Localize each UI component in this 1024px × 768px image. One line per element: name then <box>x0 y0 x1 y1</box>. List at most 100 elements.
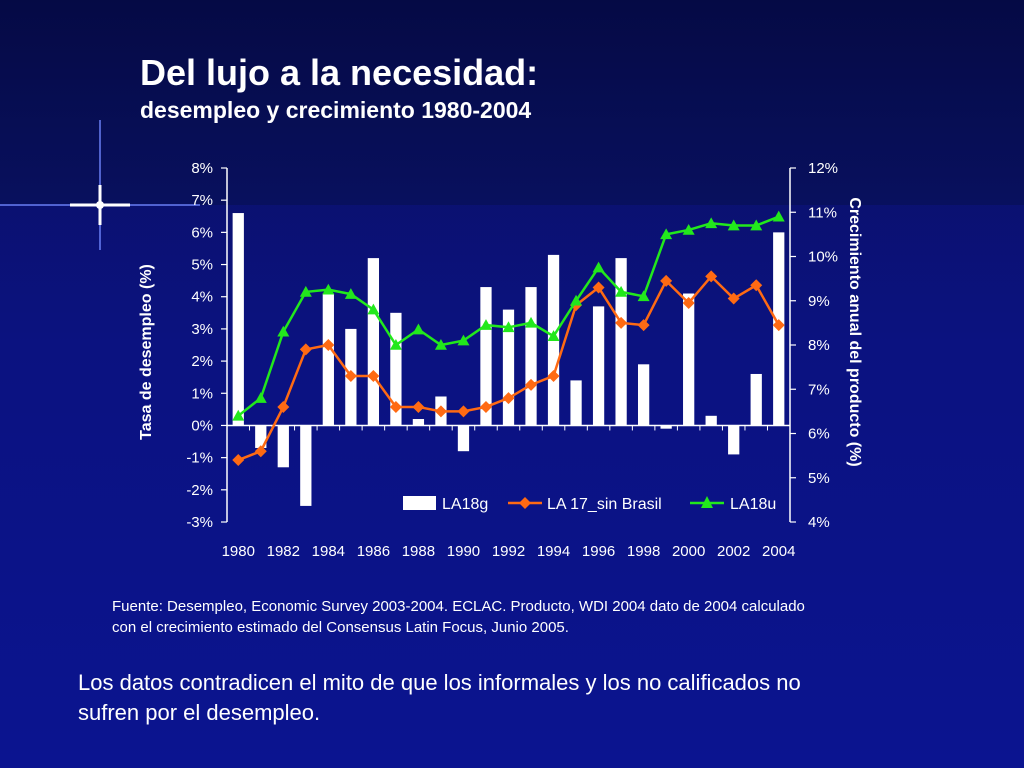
legend-swatch-la18g <box>403 496 436 510</box>
y-right-tick-label: 11% <box>808 204 837 221</box>
bar <box>502 309 515 426</box>
y-right-tick-label: 6% <box>808 426 830 443</box>
x-tick-label: 1996 <box>582 543 615 560</box>
series-point-la17 <box>322 339 335 351</box>
bar <box>683 293 695 426</box>
x-tick-label: 1986 <box>357 543 390 560</box>
bar <box>615 258 627 426</box>
series-point-la18u <box>367 303 380 315</box>
series-point-la17 <box>547 369 560 382</box>
series-point-la18u <box>344 288 357 299</box>
bar <box>705 415 717 426</box>
sparkle-decoration <box>0 120 200 250</box>
series-point-la18u <box>615 285 628 297</box>
series-point-la17 <box>502 392 515 405</box>
y-left-tick-label: -3% <box>186 514 213 531</box>
y-left-tick-label: 2% <box>191 353 213 370</box>
x-tick-label: 2000 <box>672 543 705 560</box>
conclusion-line-1: Los datos contradicen el mito de que los… <box>78 670 801 695</box>
x-tick-label: 2004 <box>762 543 795 560</box>
series-point-la18u <box>750 219 763 231</box>
series-point-la18u <box>592 261 605 273</box>
y-left-tick-label: 1% <box>191 385 213 402</box>
legend-label-la18g: LA18g <box>442 496 488 513</box>
y-left-tick-label: 4% <box>191 289 213 306</box>
y-left-tick-label: -1% <box>186 450 213 467</box>
series-point-la18u <box>434 339 447 350</box>
y-left-tick-label: 7% <box>191 192 213 209</box>
bar <box>660 425 672 429</box>
y-right-tick-label: 7% <box>808 381 830 398</box>
x-tick-label: 1998 <box>627 543 660 560</box>
bar <box>480 287 492 426</box>
x-tick-label: 2002 <box>717 543 750 560</box>
series-point-la17 <box>637 319 650 332</box>
series-point-la17 <box>479 400 492 413</box>
x-tick-label: 1988 <box>402 543 435 560</box>
series-point-la17 <box>660 274 673 287</box>
bar <box>750 373 762 426</box>
x-tick-label: 1982 <box>267 543 300 560</box>
y-right-tick-label: 8% <box>808 337 830 354</box>
series-point-la17 <box>277 400 290 413</box>
series-point-la17 <box>772 319 785 332</box>
y-axis-right-title: Crecimiento anual del producto (%) <box>846 197 863 466</box>
series-point-la17 <box>389 400 402 413</box>
series-point-la18u <box>457 334 470 346</box>
bar <box>525 287 537 426</box>
series-point-la17 <box>367 369 380 382</box>
series-point-la17 <box>254 445 267 458</box>
series-point-la18u <box>389 339 402 350</box>
series-point-la18u <box>412 323 425 335</box>
series-point-la17 <box>344 369 357 382</box>
x-tick-label: 1994 <box>537 543 570 560</box>
series-point-la18u <box>299 285 312 297</box>
bar <box>277 425 289 468</box>
series-point-la18u <box>772 210 785 222</box>
series-point-la17 <box>525 378 538 391</box>
series-point-la17 <box>457 405 470 418</box>
y-left-tick-label: 8% <box>191 160 213 177</box>
slide-subtitle: desempleo y crecimiento 1980-2004 <box>140 97 532 123</box>
bar <box>367 258 380 426</box>
bar <box>592 306 605 426</box>
series-point-la18u <box>682 223 695 235</box>
y-left-tick-label: -2% <box>186 482 213 499</box>
source-line-1: Fuente: Desempleo, Economic Survey 2003-… <box>112 598 805 615</box>
y-left-tick-label: 6% <box>191 224 213 241</box>
bar <box>232 213 244 426</box>
series-point-la17 <box>232 454 245 467</box>
series-point-la17 <box>434 405 447 418</box>
x-tick-label: 1984 <box>312 543 345 560</box>
series-point-la17 <box>682 296 695 309</box>
bar <box>412 419 425 426</box>
y-left-tick-label: 3% <box>191 321 213 338</box>
y-right-tick-label: 10% <box>808 249 838 266</box>
y-right-tick-label: 12% <box>808 160 838 177</box>
series-point-la18u <box>660 228 673 240</box>
source-note: Fuente: Desempleo, Economic Survey 2003-… <box>112 596 912 638</box>
bar <box>728 425 740 455</box>
series-point-la18u <box>322 283 335 295</box>
x-tick-label: 1992 <box>492 543 525 560</box>
series-point-la17 <box>727 292 740 305</box>
series-point-la17 <box>299 343 312 356</box>
slide-title: Del lujo a la necesidad: <box>140 52 539 93</box>
x-tick-label: 1990 <box>447 543 480 560</box>
series-point-la18u <box>637 290 650 302</box>
bar <box>637 364 650 426</box>
series-point-la17 <box>592 281 605 294</box>
conclusion-line-2: sufren por el desempleo. <box>78 700 321 725</box>
conclusion-text: Los datos contradicen el mito de que los… <box>78 668 978 728</box>
source-line-2: con el crecimiento estimado del Consensu… <box>112 619 569 636</box>
legend-marker-la18u <box>701 496 713 508</box>
y-right-tick-label: 5% <box>808 470 830 487</box>
bar <box>322 293 334 426</box>
series-point-la18u <box>502 321 515 333</box>
series-point-la18u <box>525 316 538 328</box>
series-point-la18u <box>254 392 267 403</box>
series-point-la18u <box>277 325 290 337</box>
legend-label-la17: LA 17_sin Brasil <box>547 496 662 513</box>
series-point-la18u <box>479 319 492 330</box>
